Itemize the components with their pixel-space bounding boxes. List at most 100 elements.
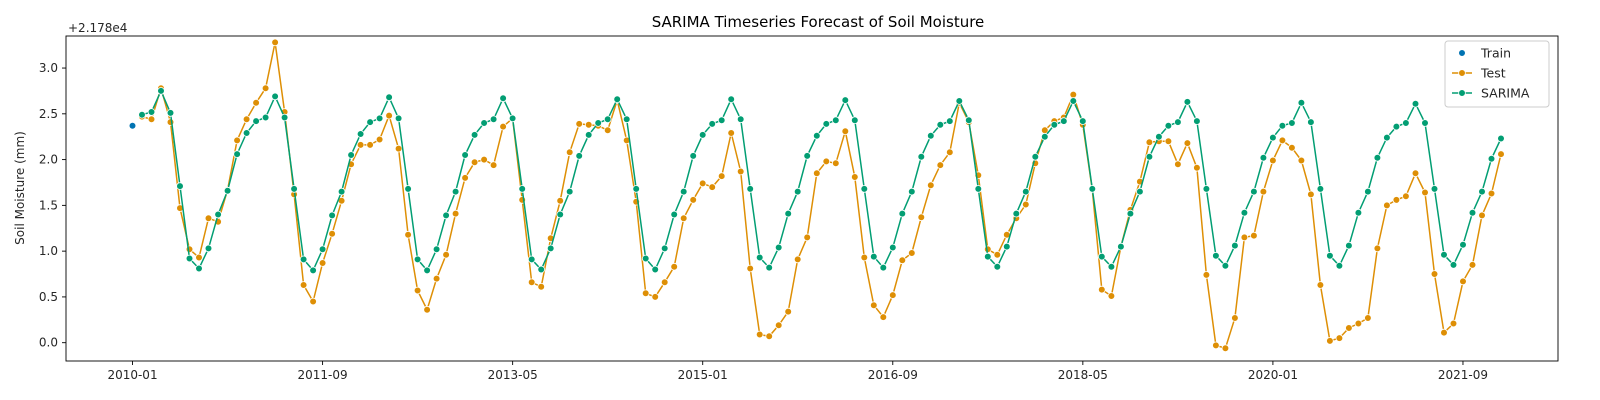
sarima-point [1041,132,1049,141]
sarima-point [831,116,840,124]
test-point [898,256,907,265]
test-point [451,209,460,218]
test-point [309,297,317,306]
sarima-point [556,210,564,219]
sarima-point [271,92,279,101]
sarima-point [822,120,831,128]
test-point [670,262,678,271]
test-point [1440,328,1448,337]
test-point [1373,244,1382,253]
sarima-point [508,114,517,123]
test-point [917,213,926,222]
sarima-point [546,244,555,253]
sarima-point [651,265,659,274]
sarima-point [328,211,336,220]
test-point [1421,188,1429,197]
sarima-point [641,254,650,263]
test-point [774,321,783,330]
legend-item-test: Test [1452,66,1506,81]
test-point [755,330,764,339]
sarima-point [518,185,526,193]
test-point [1354,319,1363,328]
test-point [318,259,327,267]
x-ticks: 2010-01 2011-09 2013-05 2015-01 2016-09 2018-… [107,361,1488,382]
test-point [888,291,897,299]
sarima-point [660,244,669,253]
test-point [1269,156,1277,165]
test-point [423,305,431,314]
sarima-point [147,108,156,116]
sarima-point [584,131,593,139]
sarima-point [1174,118,1182,126]
sarima-point [955,97,964,105]
sarima-point [575,152,583,160]
sarima-point [470,131,479,139]
test-point [233,136,241,145]
test-point [879,313,888,321]
test-point [385,111,393,120]
test-point [860,253,869,262]
test-point [689,196,697,204]
train-point [128,121,137,130]
sarima-point [1326,251,1334,260]
sarima-point [632,185,640,193]
test-point [727,129,735,137]
test-point [432,274,441,283]
test-point [1411,169,1420,178]
sarima-point [423,266,431,275]
test-point [470,158,479,167]
legend-frame [1444,40,1550,108]
x-tick-label: 2016-09 [868,368,918,382]
series-train [128,121,137,130]
sarima-point [432,245,441,254]
sarima-point [1307,118,1315,126]
sarima-point [451,187,460,196]
test-point [261,84,270,92]
test-point [575,120,583,128]
sarima-point [736,115,745,124]
sarima-point [907,187,916,196]
sarima-point [1126,209,1135,218]
y-tick-label: 2.0 [39,153,58,167]
test-point [1364,314,1372,322]
y-ticks: 0.0 0.5 1.0 1.5 2.0 2.5 3.0 [39,61,66,350]
test-point [204,214,213,223]
legend-item-sarima: SARIMA [1452,86,1530,101]
sarima-point [347,151,355,159]
y-tick-label: 2.5 [39,107,58,121]
sarima-point [1193,117,1201,125]
sarima-point [974,185,983,193]
test-point [1430,270,1439,278]
test-point [1145,138,1154,147]
sarima-point [318,245,327,254]
sarima-point [1240,208,1249,217]
legend-swatch-marker [1458,49,1466,57]
test-point [584,121,593,129]
test-point [252,99,260,107]
sarima-point [489,115,498,124]
test-point [565,148,574,157]
test-point [1202,271,1211,279]
test-point [812,169,821,178]
sarima-point [784,209,792,218]
sarima-point [898,209,907,218]
x-tick-label: 2015-01 [678,368,728,382]
sarima-point [1354,208,1363,217]
sarima-point [299,255,308,264]
sarima-point [1421,119,1429,127]
test-point [1278,136,1287,145]
sarima-point [964,116,973,124]
test-point [527,278,536,287]
sarima-point [1487,154,1496,163]
sarima-point [1288,119,1296,127]
sarima-point [1335,261,1344,270]
sarima-point [1449,261,1458,269]
sarima-point [1345,241,1353,250]
y-axis-title: Soil Moisture (mm) [13,131,27,245]
sarima-point [176,182,184,190]
test-point [841,127,850,135]
sarima-point [803,152,811,160]
test-point [499,122,507,131]
sarima-point [1050,121,1059,129]
test-point [489,161,498,169]
